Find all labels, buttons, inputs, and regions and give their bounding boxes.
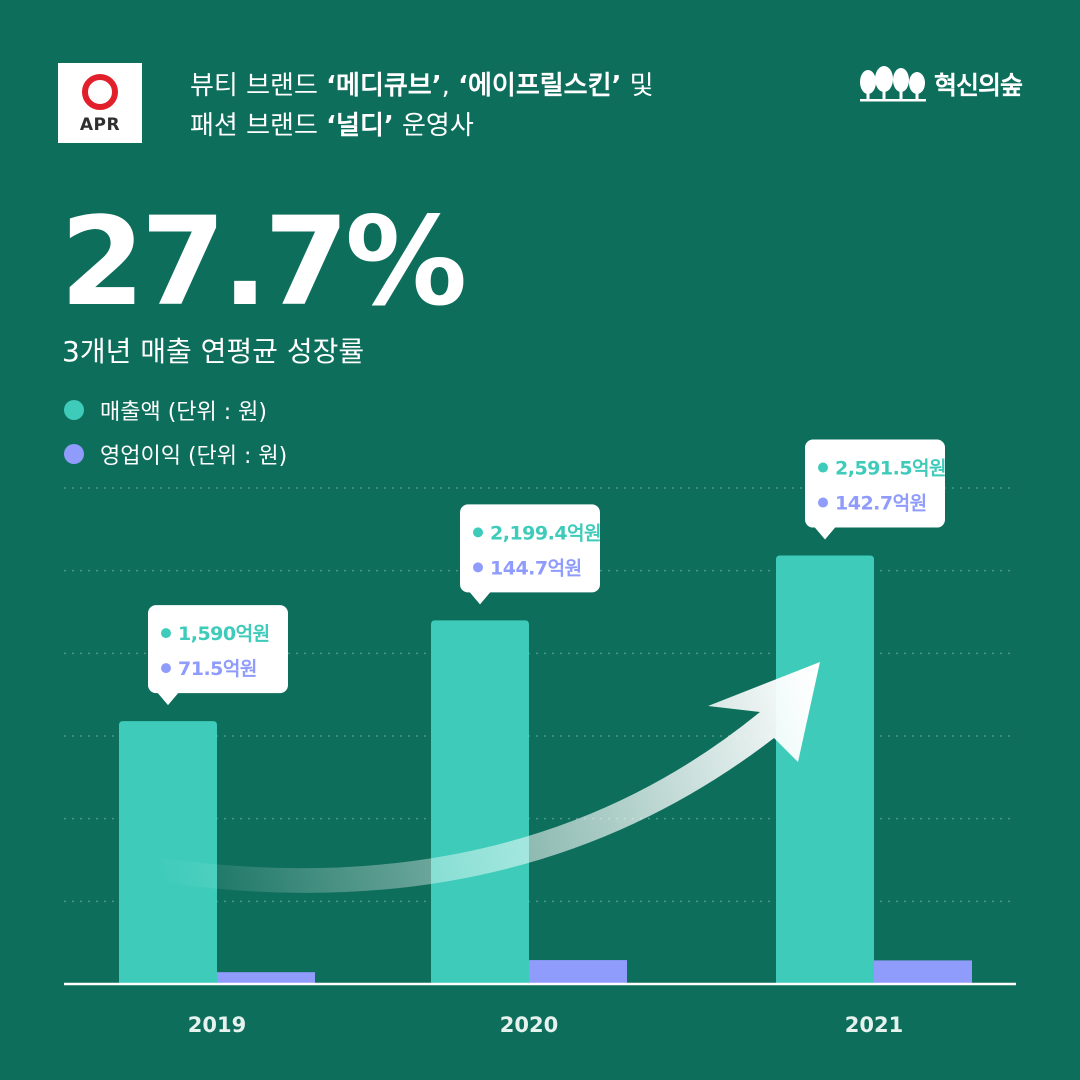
callout-revenue-dot-icon bbox=[818, 462, 828, 473]
callout-revenue-dot-icon bbox=[473, 527, 483, 538]
callout-profit-dot-icon bbox=[818, 497, 828, 508]
callout-box bbox=[460, 504, 600, 593]
headline-brand-nerdy: ‘널디’ bbox=[326, 111, 394, 141]
value-callout-2019: 1,590억원 71.5억원 bbox=[148, 605, 288, 706]
legend-revenue-label: 매출액 (단위 : 원) bbox=[100, 400, 267, 425]
revenue-bar-2019 bbox=[119, 721, 217, 984]
headline-line-2: 패션 브랜드 ‘널디’ 운영사 bbox=[190, 106, 654, 146]
revenue-bar-2020 bbox=[431, 620, 529, 984]
brand-logo: 혁신의숲 bbox=[858, 64, 1023, 104]
legend-profit-dot-icon bbox=[64, 444, 84, 464]
x-tick-label-2019: 2019 bbox=[188, 1013, 246, 1037]
profit-data-label-2019: 71.5억원 bbox=[178, 658, 257, 680]
legend-item-revenue: 매출액 (단위 : 원) bbox=[64, 390, 287, 430]
callout-profit-dot-icon bbox=[161, 663, 171, 674]
profit-bar-2020 bbox=[529, 960, 627, 984]
legend-item-profit: 영업이익 (단위 : 원) bbox=[64, 434, 287, 474]
legend-revenue-dot-icon bbox=[64, 400, 84, 420]
callout-box bbox=[805, 439, 945, 528]
revenue-data-label-2020: 2,199.4억원 bbox=[490, 522, 601, 544]
revenue-bar-2021 bbox=[776, 555, 874, 984]
growth-rate-value: 27.7% bbox=[60, 191, 467, 333]
headline-line-1: 뷰티 브랜드 ‘메디큐브’, ‘에이프릴스킨’ 및 bbox=[190, 66, 654, 106]
revenue-data-label-2021: 2,591.5억원 bbox=[835, 458, 946, 480]
value-callout-2020: 2,199.4억원 144.7억원 bbox=[460, 504, 602, 605]
callout-pointer bbox=[469, 591, 491, 605]
brand-name: 혁신의숲 bbox=[933, 71, 1023, 100]
value-callout-2021: 2,591.5억원 142.7억원 bbox=[805, 439, 947, 540]
callout-profit-dot-icon bbox=[473, 562, 483, 573]
headline: 뷰티 브랜드 ‘메디큐브’, ‘에이프릴스킨’ 및 패션 브랜드 ‘널디’ 운영… bbox=[190, 66, 654, 146]
x-tick-label-2020: 2020 bbox=[500, 1013, 558, 1037]
x-tick-label-2021: 2021 bbox=[845, 1013, 903, 1037]
profit-bar-2021 bbox=[874, 960, 972, 984]
headline-line-2-part-2: 운영사 bbox=[393, 111, 474, 141]
headline-brand-medicube: ‘메디큐브’ bbox=[326, 71, 442, 101]
profit-data-label-2021: 142.7억원 bbox=[835, 493, 927, 515]
revenue-data-label-2019: 1,590억원 bbox=[178, 623, 270, 645]
growth-arrow-icon bbox=[160, 662, 820, 893]
apr-logo-ring-icon bbox=[82, 74, 118, 110]
headline-line-1-part-2: , bbox=[441, 71, 459, 101]
apr-logo-text: APR bbox=[79, 115, 121, 135]
apr-logo: APR bbox=[58, 63, 142, 143]
callout-pointer bbox=[814, 526, 836, 540]
headline-line-1-part-1: 뷰티 브랜드 bbox=[190, 71, 327, 101]
callout-revenue-dot-icon bbox=[161, 628, 171, 639]
profit-bar-2019 bbox=[217, 972, 315, 984]
headline-brand-aprilskin: ‘에이프릴스킨’ bbox=[458, 71, 622, 101]
headline-line-1-part-3: 및 bbox=[621, 71, 654, 101]
callout-box bbox=[148, 605, 288, 694]
callout-pointer bbox=[157, 692, 179, 706]
chart-legend: 매출액 (단위 : 원) 영업이익 (단위 : 원) bbox=[64, 390, 287, 478]
forest-trees-icon bbox=[859, 66, 926, 102]
legend-profit-label: 영업이익 (단위 : 원) bbox=[100, 444, 288, 469]
growth-rate-caption: 3개년 매출 연평균 성장률 bbox=[62, 335, 365, 368]
headline-line-2-part-1: 패션 브랜드 bbox=[190, 111, 327, 141]
profit-data-label-2020: 144.7억원 bbox=[490, 557, 582, 579]
